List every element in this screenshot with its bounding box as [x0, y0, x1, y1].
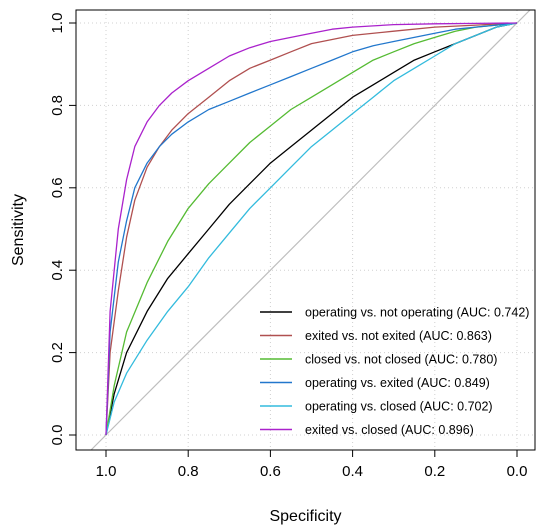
reference-diagonal-line [90, 9, 531, 451]
y-tick-label: 0.0 [49, 425, 66, 446]
legend-label-4: operating vs. exited (AUC: 0.849) [305, 376, 490, 390]
y-axis-label: Sensitivity [10, 194, 27, 266]
legend-label-3: closed vs. not closed (AUC: 0.780) [305, 353, 497, 367]
roc-curve-4 [105, 22, 518, 436]
legend: operating vs. not operating (AUC: 0.742)… [260, 306, 529, 437]
roc-curves [105, 22, 518, 436]
x-tick-label: 0.4 [342, 463, 363, 480]
roc-curve-5 [105, 22, 518, 436]
roc-curve-6 [105, 22, 518, 436]
x-axis-ticks: 1.0 0.8 0.6 0.4 0.2 0.0 [96, 450, 528, 480]
plot-frame [75, 9, 536, 451]
roc-curve-1 [105, 22, 518, 436]
grid [76, 10, 535, 450]
legend-label-2: exited vs. not exited (AUC: 0.863) [305, 329, 492, 343]
x-tick-label: 0.6 [260, 463, 281, 480]
y-axis-ticks: 0.0 0.2 0.4 0.6 0.8 1.0 [49, 13, 76, 446]
y-tick-label: 0.2 [49, 342, 66, 363]
roc-curve-3 [105, 22, 518, 436]
x-tick-label: 0.0 [507, 463, 528, 480]
legend-label-6: exited vs. closed (AUC: 0.896) [305, 423, 474, 437]
y-tick-label: 0.4 [49, 260, 66, 281]
y-tick-label: 1.0 [49, 13, 66, 34]
roc-curve-2 [105, 22, 518, 436]
x-axis-label: Specificity [269, 508, 341, 525]
y-tick-label: 0.6 [49, 177, 66, 198]
y-tick-label: 0.8 [49, 95, 66, 116]
x-tick-label: 1.0 [96, 463, 117, 480]
legend-label-1: operating vs. not operating (AUC: 0.742) [305, 306, 529, 320]
legend-label-5: operating vs. closed (AUC: 0.702) [305, 400, 493, 414]
x-tick-label: 0.8 [178, 463, 199, 480]
x-tick-label: 0.2 [424, 463, 445, 480]
